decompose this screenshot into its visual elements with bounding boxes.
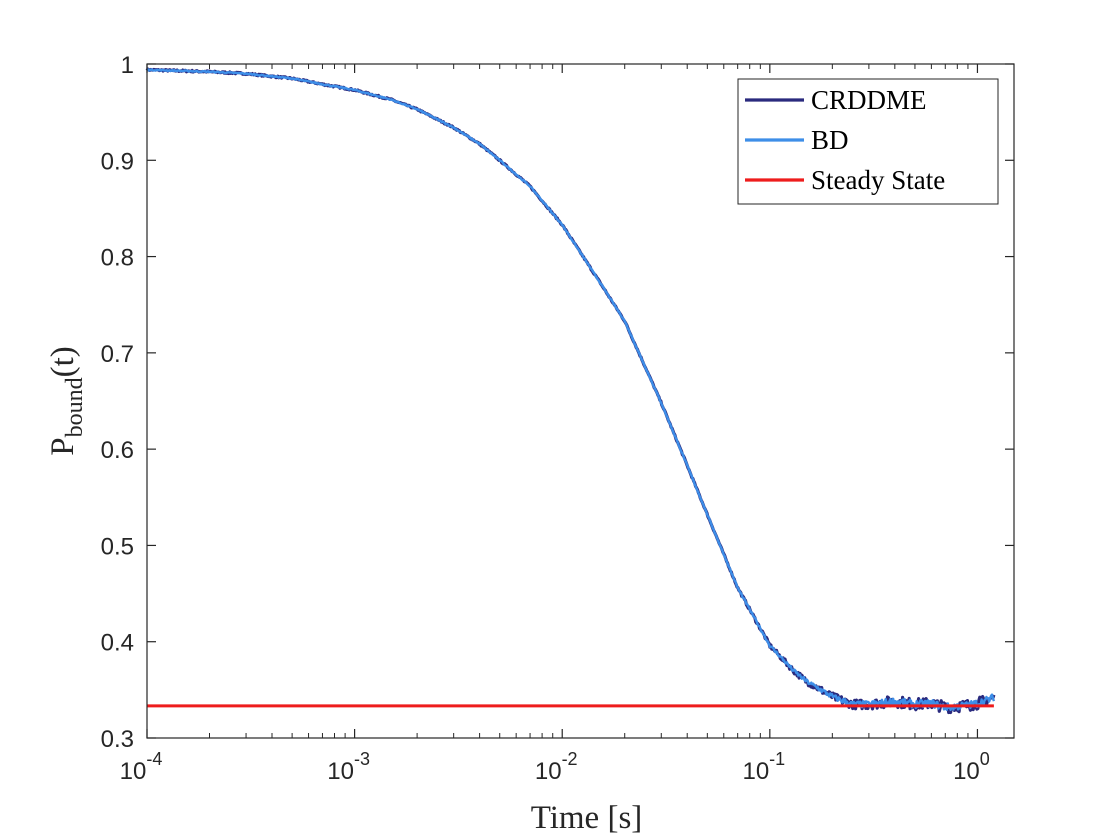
x-tick-label: 10-1 (742, 749, 785, 785)
y-axis-label-subscript: bound (62, 377, 88, 437)
legend-entry: BD (745, 125, 849, 155)
x-tick-label-exponent: -1 (769, 749, 785, 769)
legend-entry: Steady State (745, 165, 945, 195)
x-tick-label-base: 10 (535, 758, 562, 785)
x-tick-label: 10-4 (120, 749, 163, 785)
legend-label: Steady State (811, 165, 945, 195)
y-axis-label-suffix: (t) (45, 346, 81, 377)
y-axis-label-main: P (45, 437, 81, 455)
y-tick-label: 0.4 (101, 630, 134, 657)
x-tick-label-exponent: 0 (980, 749, 990, 769)
legend-label: BD (811, 125, 849, 155)
y-tick-label: 0.8 (101, 245, 134, 272)
x-axis: 10-4 10-3 10-2 10-1 100 (120, 64, 990, 785)
y-tick-label: 0.5 (101, 533, 134, 560)
x-tick-label-base: 10 (953, 758, 980, 785)
y-axis: 0.3 0.4 0.5 0.6 0.7 0.8 0.9 1 (101, 52, 1014, 753)
x-tick-label: 10-2 (535, 749, 578, 785)
x-tick-label-exponent: -2 (562, 749, 578, 769)
legend: CRDDME BD Steady State (737, 78, 999, 205)
x-tick-label-base: 10 (120, 758, 147, 785)
y-tick-label: 0.3 (101, 726, 134, 753)
legend-label: CRDDME (811, 85, 927, 115)
y-tick-label: 0.9 (101, 148, 134, 175)
series-line-bd (146, 68, 996, 711)
x-axis-label: Time [s] (531, 800, 643, 836)
x-tick-label-base: 10 (742, 758, 769, 785)
x-tick-label: 100 (953, 749, 990, 785)
plot-lines (145, 67, 996, 715)
y-tick-label: 0.6 (101, 437, 134, 464)
y-tick-label: 0.7 (101, 341, 134, 368)
x-tick-label-exponent: -4 (146, 749, 162, 769)
axes-box (146, 63, 1015, 739)
x-tick-label-base: 10 (327, 758, 354, 785)
y-tick-label: 1 (121, 52, 134, 79)
legend-entry: CRDDME (745, 85, 927, 115)
x-tick-label-exponent: -3 (354, 749, 370, 769)
x-tick-label: 10-3 (327, 749, 370, 785)
y-axis-label: Pbound(t) (45, 346, 88, 456)
